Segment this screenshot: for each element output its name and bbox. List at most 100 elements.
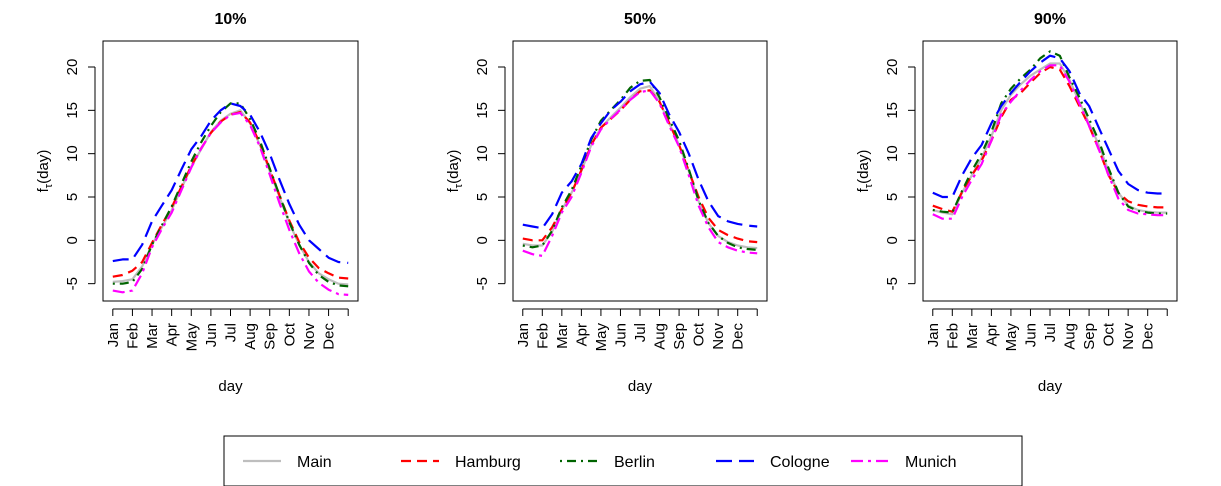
x-tick-label-jan: Jan	[515, 323, 532, 347]
y-axis-label-tail: (day)	[855, 150, 872, 184]
x-tick-label-jul: Jul	[632, 323, 649, 342]
y-tick-label: 0	[474, 236, 491, 244]
chart-title: 90%	[1034, 11, 1066, 28]
x-axis-label: day	[1038, 378, 1063, 395]
chart-title: 50%	[624, 11, 656, 28]
y-tick-label: 5	[64, 193, 81, 201]
x-tick-label-nov: Nov	[710, 323, 727, 350]
y-tick-label: 20	[64, 59, 81, 76]
x-tick-label-nov: Nov	[301, 323, 318, 350]
legend-box	[223, 435, 1023, 486]
legend-item-cologne: Cologne	[716, 454, 830, 471]
x-tick-label-oct: Oct	[691, 322, 708, 346]
plot-frame	[922, 40, 1178, 302]
x-tick-label-aug: Aug	[242, 323, 259, 350]
plot-frame	[512, 40, 768, 302]
y-tick-label: 15	[474, 102, 491, 119]
x-tick-label-mar: Mar	[144, 323, 161, 349]
legend: Main Hamburg Berlin Cologne Munich	[223, 435, 1023, 486]
x-tick-label-jan: Jan	[105, 323, 122, 347]
series-line-main	[932, 62, 1168, 216]
y-axis-label-subscript: τ	[453, 183, 465, 188]
y-axis-label-main: f	[855, 187, 872, 192]
x-tick-label-may: May	[183, 323, 200, 352]
series-lines	[522, 78, 758, 257]
series-line-cologne	[932, 54, 1168, 199]
series-line-hamburg	[932, 65, 1168, 213]
legend-label: Cologne	[770, 454, 830, 471]
y-axis-label-subscript: τ	[43, 183, 55, 188]
series-line-munich	[112, 111, 349, 296]
series-line-berlin	[112, 102, 349, 288]
plot-frame	[102, 40, 359, 302]
y-axis-label-tail: (day)	[35, 150, 52, 184]
y-tick-label: 15	[884, 102, 901, 119]
y-tick-label: 10	[474, 145, 491, 162]
y-tick-label: 20	[474, 59, 491, 76]
legend-item-hamburg: Hamburg	[401, 454, 521, 471]
legend-item-berlin: Berlin	[560, 454, 655, 471]
x-tick-label-aug: Aug	[1062, 323, 1079, 350]
x-tick-label-jun: Jun	[203, 323, 220, 347]
series-line-munich	[522, 89, 758, 257]
y-tick-label: 10	[884, 145, 901, 162]
chart-panel-3: 90% -5 0 5 10 15 20 fτ(day) Jan Feb Mar Apr May Jun Ju…	[855, 11, 1178, 395]
legend-item-munich: Munich	[851, 454, 957, 471]
x-tick-label-may: May	[1003, 323, 1020, 352]
y-axis: -5 0 5 10 15 20	[474, 59, 506, 290]
x-axis: Jan Feb Mar Apr May Jun Jul Aug Sep Oct Nov Dec	[105, 308, 349, 352]
legend-label: Main	[297, 454, 332, 471]
x-tick-label-mar: Mar	[554, 323, 571, 349]
series-line-cologne	[522, 80, 758, 230]
y-tick-label: -5	[474, 277, 491, 290]
y-axis-label: fτ(day)	[855, 150, 875, 193]
x-tick-label-feb: Feb	[944, 323, 961, 349]
x-tick-label-feb: Feb	[534, 323, 551, 349]
y-tick-label: 15	[64, 102, 81, 119]
x-tick-label-dec: Dec	[321, 323, 338, 350]
series-line-cologne	[112, 102, 349, 264]
x-tick-label-jul: Jul	[1042, 323, 1059, 342]
x-tick-label-sep: Sep	[671, 323, 688, 350]
x-axis-label: day	[628, 378, 653, 395]
series-lines	[932, 50, 1168, 220]
x-tick-label-oct: Oct	[1101, 322, 1118, 346]
x-tick-label-jun: Jun	[1022, 323, 1039, 347]
x-axis: Jan Feb Mar Apr May Jun Jul Aug Sep Oct Nov Dec	[925, 308, 1168, 352]
y-axis: -5 0 5 10 15 20	[884, 59, 916, 290]
chart-panel-2: 50% -5 0 5 10 15 20 fτ(day) Jan Feb Mar Apr May Jun Ju…	[445, 11, 768, 395]
legend-label: Berlin	[614, 454, 655, 471]
series-line-hamburg	[522, 89, 758, 244]
x-tick-label-mar: Mar	[964, 323, 981, 349]
y-axis-label-main: f	[35, 187, 52, 192]
y-tick-label: -5	[64, 277, 81, 290]
y-axis: -5 0 5 10 15 20	[64, 59, 96, 290]
y-axis-label: fτ(day)	[445, 150, 465, 193]
x-tick-label-jul: Jul	[223, 323, 240, 342]
legend-item-main: Main	[243, 454, 332, 471]
x-tick-label-oct: Oct	[281, 322, 298, 346]
series-lines	[112, 102, 349, 296]
x-tick-label-jan: Jan	[925, 323, 942, 347]
y-tick-label: 5	[474, 193, 491, 201]
y-tick-label: 0	[64, 236, 81, 244]
legend-label: Munich	[905, 454, 957, 471]
y-tick-label: 10	[64, 145, 81, 162]
x-axis-label: day	[218, 378, 243, 395]
chart-panel-1: 10% -5 0 5 10 15 20 fτ(day) Jan Feb Mar Apr May Jun Ju…	[35, 11, 359, 395]
x-tick-label-sep: Sep	[262, 323, 279, 350]
y-axis-label-main: f	[445, 187, 462, 192]
x-tick-label-dec: Dec	[730, 323, 747, 350]
x-tick-label-sep: Sep	[1081, 323, 1098, 350]
series-line-munich	[932, 64, 1168, 220]
y-axis-label: fτ(day)	[35, 150, 55, 193]
y-tick-label: 20	[884, 59, 901, 76]
legend-label: Hamburg	[455, 454, 521, 471]
y-axis-label-subscript: τ	[863, 183, 875, 188]
x-axis: Jan Feb Mar Apr May Jun Jul Aug Sep Oct Nov Dec	[515, 308, 758, 351]
y-tick-label: -5	[884, 277, 901, 290]
series-line-berlin	[932, 50, 1168, 215]
x-tick-label-jun: Jun	[612, 323, 629, 347]
y-axis-label-tail: (day)	[445, 150, 462, 184]
